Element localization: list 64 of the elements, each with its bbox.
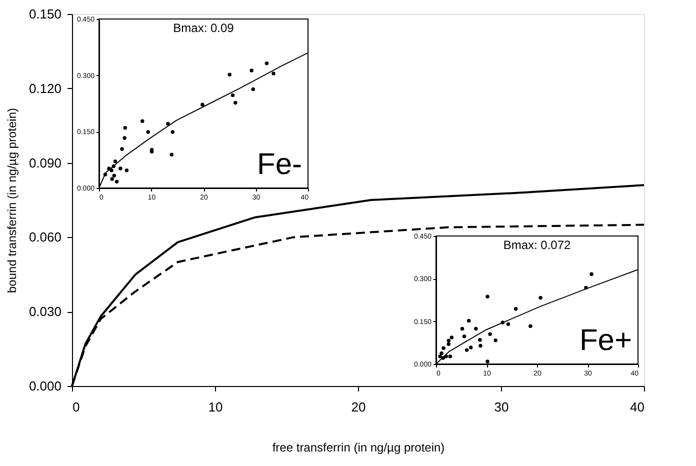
point	[170, 130, 175, 134]
point	[442, 346, 446, 350]
point	[122, 136, 126, 140]
point	[234, 100, 238, 105]
y-tick-label: 0.060	[28, 230, 62, 245]
annotation: Fe-	[257, 148, 302, 181]
point	[590, 272, 594, 276]
point	[468, 346, 473, 350]
point	[488, 332, 492, 336]
point	[466, 318, 471, 323]
point	[272, 72, 276, 76]
point	[114, 180, 119, 184]
point	[514, 306, 518, 311]
x-axis-title: free transferrin (in ng/µg protein)	[272, 440, 445, 454]
point	[474, 326, 478, 331]
point	[494, 338, 498, 342]
point	[462, 334, 466, 338]
x-tick-label: 40	[630, 400, 644, 414]
x-tick-label: 20	[351, 400, 366, 414]
y-tick-label: 0.030	[28, 304, 62, 320]
point	[200, 102, 204, 106]
point	[460, 326, 464, 331]
point	[170, 152, 174, 156]
y-tick-label: 0.120	[28, 80, 62, 96]
annotation: Bmax: 0.072	[503, 238, 572, 252]
x-tick-label: 10	[208, 400, 223, 414]
point	[110, 177, 114, 181]
annotation: Fe+	[579, 324, 632, 357]
point	[448, 354, 452, 358]
point	[251, 87, 256, 92]
y-tick-label: 0.000	[28, 378, 62, 394]
y-axis-title: bound transferrin (in ng/µg protein)	[4, 108, 19, 294]
point	[538, 296, 542, 300]
x-tick-label: 0	[72, 400, 80, 414]
y-tick-label: 0.150	[28, 6, 62, 22]
point	[230, 93, 235, 98]
point	[123, 126, 127, 130]
point	[110, 168, 114, 172]
point	[446, 338, 450, 343]
point	[166, 122, 170, 126]
point	[112, 174, 116, 178]
y-tick-label: 0.090	[28, 155, 62, 170]
point	[486, 294, 490, 298]
point	[264, 61, 269, 66]
point	[228, 72, 232, 76]
point	[450, 336, 454, 340]
point	[464, 348, 469, 352]
point	[478, 338, 482, 342]
point	[120, 147, 124, 151]
point	[528, 324, 532, 328]
point	[440, 351, 444, 356]
annotation: Bmax: 0.09	[173, 21, 234, 35]
point	[140, 119, 144, 124]
point	[146, 130, 150, 134]
point	[506, 322, 510, 326]
point	[486, 360, 490, 364]
x-tick-label: 30	[494, 400, 509, 414]
point	[478, 344, 482, 348]
point	[113, 159, 118, 164]
point	[438, 354, 442, 358]
point	[446, 342, 450, 346]
point	[124, 168, 129, 172]
point	[118, 166, 122, 170]
point	[250, 68, 254, 72]
